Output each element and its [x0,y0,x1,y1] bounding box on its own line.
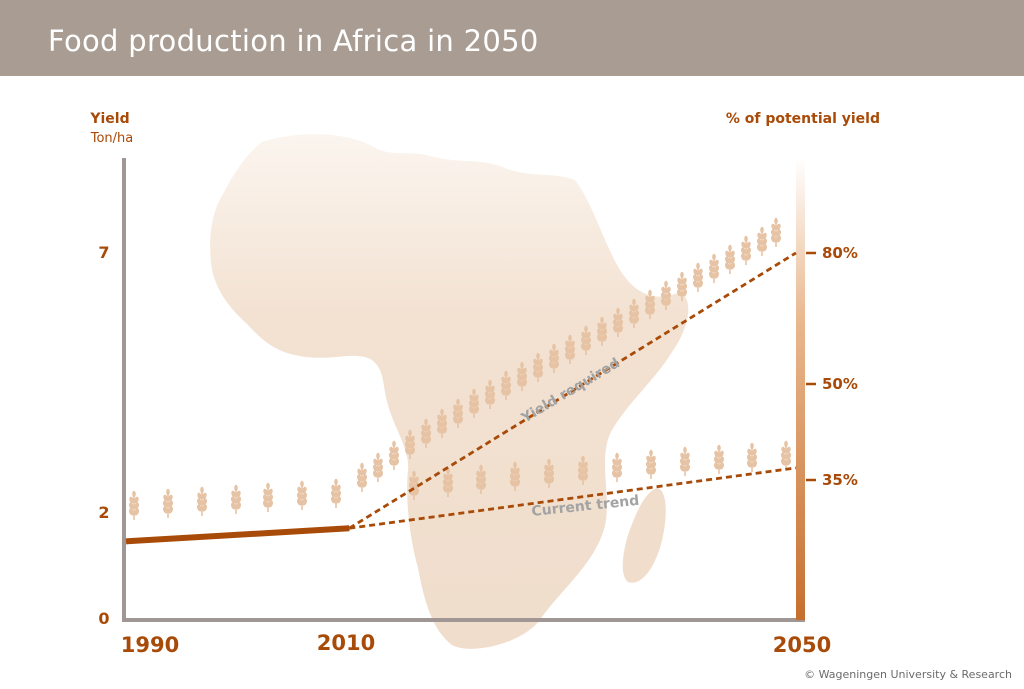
wheat-icon [127,489,141,521]
x-tick-2050: 2050 [773,633,831,657]
wheat-icon [678,445,692,477]
copyright-text: © Wageningen University & Research [804,668,1012,681]
wheat-icon [329,477,343,509]
left-axis-unit: Ton/ha [90,131,134,146]
wheat-icon [195,485,209,517]
wheat-icon [229,483,243,515]
right-tick-label-35: 35% [822,471,858,489]
right-tick-label-50: 50% [822,375,858,393]
wheat-icon [161,487,175,519]
left-tick-7: 7 [98,243,109,262]
left-tick-0: 0 [98,609,109,628]
wheat-icon [712,443,726,475]
series-line-historic [125,525,350,545]
x-tick-1990: 1990 [121,633,179,657]
wheat-icon [610,451,624,483]
wheat-icon [707,253,721,284]
x-tick-2010: 2010 [317,631,375,655]
right-tick-label-80: 80% [822,244,858,262]
wheat-icon [371,451,385,483]
wheat-icon [387,439,401,471]
potential-yield-bar [796,158,805,620]
right-axis-label: % of potential yield [726,111,880,127]
wheat-icon [739,235,753,266]
left-axis-label: Yield [89,111,129,127]
wheat-icon [723,244,737,275]
series-line-yield-required [348,251,797,530]
left-tick-2: 2 [98,503,109,522]
page-title: Food production in Africa in 2050 [48,24,539,58]
madagascar-shape [622,488,666,583]
wheat-icon [644,448,658,480]
title-bar: Food production in Africa in 2050 [0,0,1024,76]
wheat-icon [261,481,275,513]
wheat-icon [745,441,759,473]
wheat-icon [769,217,783,248]
wheat-icon [691,261,705,293]
wheat-icon [755,226,769,257]
wheat-icon [355,461,369,493]
series-line-current-trend [349,466,797,530]
wheat-icon [295,479,309,511]
wheat-icon [779,439,793,471]
africa-map-shape [210,134,689,649]
